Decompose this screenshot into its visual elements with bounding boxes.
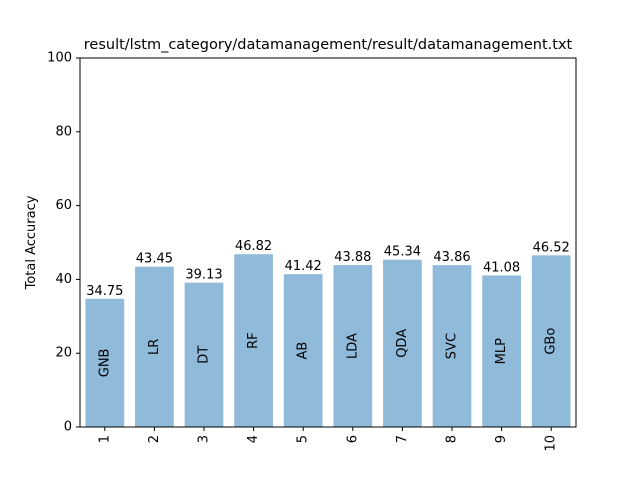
x-tick-label: 5 xyxy=(296,435,311,443)
x-tick-label: 6 xyxy=(345,435,360,443)
x-tick-label: 1 xyxy=(97,435,112,443)
y-tick-label: 20 xyxy=(55,346,72,361)
bar-value-label: 43.86 xyxy=(433,250,470,265)
bar xyxy=(383,259,422,427)
bar-value-label: 43.45 xyxy=(136,252,173,267)
bar-value-label: 39.13 xyxy=(185,268,222,283)
bar-name-label: AB xyxy=(296,342,311,360)
bar-value-label: 46.52 xyxy=(533,240,570,255)
bar xyxy=(283,274,323,427)
x-tick-label: 3 xyxy=(197,435,212,443)
bar-value-label: 45.34 xyxy=(384,245,421,260)
bar xyxy=(135,266,174,427)
bar-value-label: 41.42 xyxy=(285,259,322,274)
x-axis-ticks: 1 2 3 4 5 6 7 8 9 10 xyxy=(97,427,559,452)
x-tick-label: 9 xyxy=(494,435,509,443)
bar xyxy=(432,265,472,427)
bar-value-label: 46.82 xyxy=(235,239,272,254)
bar xyxy=(85,298,125,427)
bar-name-label: QDA xyxy=(395,329,410,358)
chart-title: result/lstm_category/datamanagement/resu… xyxy=(84,37,573,53)
y-tick-label: 0 xyxy=(64,420,72,435)
plot-frame xyxy=(79,57,577,428)
bar-name-label: DT xyxy=(197,346,212,364)
bar-name-label: LDA xyxy=(345,333,360,359)
y-tick-label: 60 xyxy=(55,198,72,213)
bars-group: 34.75 GNB 43.45 LR 39.13 DT 46.82 RF 41.42 AB 43.8… xyxy=(85,239,571,427)
y-tick-label: 100 xyxy=(47,51,72,66)
bar xyxy=(333,265,373,427)
bar-name-label: GBo xyxy=(544,328,559,355)
bar xyxy=(531,255,571,427)
y-axis-ticks: 0 20 40 60 80 100 xyxy=(47,51,80,435)
x-tick-label: 8 xyxy=(445,435,460,443)
bar-name-label: RF xyxy=(246,332,261,349)
bar-value-label: 34.75 xyxy=(86,284,123,299)
x-tick-label: 7 xyxy=(395,435,410,443)
bar-name-label: MLP xyxy=(494,338,509,364)
bar-name-label: LR xyxy=(147,339,162,355)
bar xyxy=(184,282,224,427)
bar xyxy=(234,254,273,427)
y-tick-label: 80 xyxy=(55,124,72,139)
bar xyxy=(482,275,521,427)
bar-value-label: 41.08 xyxy=(483,260,520,275)
x-tick-label: 10 xyxy=(544,435,559,452)
x-tick-label: 4 xyxy=(246,435,261,443)
x-tick-label: 2 xyxy=(147,435,162,443)
y-axis-label: Total Accuracy xyxy=(24,195,39,290)
bar-name-label: SVC xyxy=(445,333,460,359)
bar-value-label: 43.88 xyxy=(334,250,371,265)
y-tick-label: 40 xyxy=(55,272,72,287)
bar-name-label: GNB xyxy=(97,349,112,378)
